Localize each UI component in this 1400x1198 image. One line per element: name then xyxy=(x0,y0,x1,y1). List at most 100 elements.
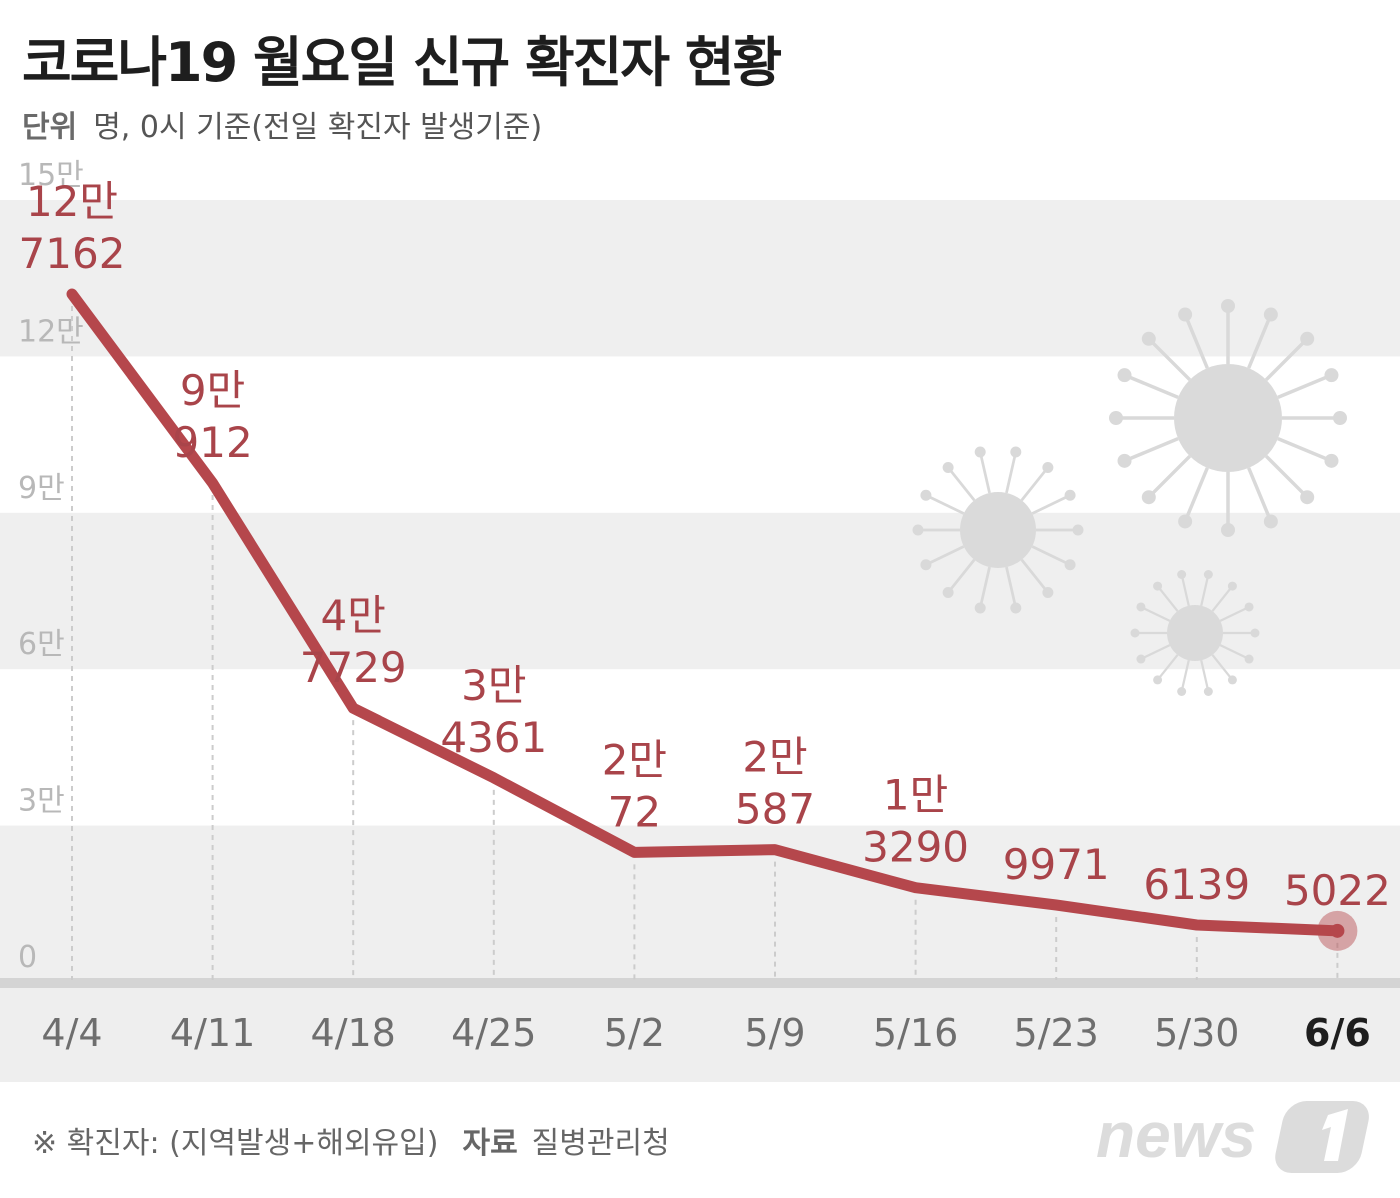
virus-icon-large-spike-tip xyxy=(1141,490,1156,505)
virus-icon-small-spike-tip xyxy=(1250,628,1260,638)
virus-icon-large-spike-tip xyxy=(1263,514,1278,529)
y-tick-label: 0 xyxy=(18,940,37,975)
virus-icon-medium-spike-tip xyxy=(942,461,954,473)
virus-icon-large-spike xyxy=(1277,437,1333,463)
virus-icon-small-spike-tip xyxy=(1177,570,1187,580)
data-label: 9971 xyxy=(1003,840,1110,889)
virus-icon-large-spike-tip xyxy=(1333,411,1347,425)
data-label: 1만 xyxy=(883,771,948,820)
virus-icon-medium-spike xyxy=(1005,566,1018,609)
virus-icon-medium-spike-tip xyxy=(974,446,986,458)
virus-icon-large-spike-tip xyxy=(1324,453,1339,468)
virus-icon-small-spike xyxy=(1211,585,1234,612)
y-tick-label: 6만 xyxy=(18,627,65,662)
x-tick-label: 5/30 xyxy=(1154,1011,1239,1055)
data-label: 12만 xyxy=(26,177,118,226)
y-tick-label: 9만 xyxy=(18,471,65,506)
virus-icon-medium-spike-tip xyxy=(942,587,954,599)
unit-text: 명, 0시 기준(전일 확진자 발생기준) xyxy=(93,110,543,145)
virus-icon-large-spike xyxy=(1147,337,1192,382)
virus-icon-large-spike xyxy=(1247,467,1273,523)
data-label: 3만 xyxy=(461,661,526,710)
x-tick-label: 5/16 xyxy=(873,1011,958,1055)
chart-subtitle: 단위 명, 0시 기준(전일 확진자 발생기준) xyxy=(22,102,542,146)
virus-icon-small-spike xyxy=(1219,605,1250,622)
data-label: 2만 xyxy=(602,735,667,784)
news1-logo: news xyxy=(1096,1099,1369,1173)
virus-icon-large-spike-tip xyxy=(1221,523,1235,537)
virus-decoration xyxy=(912,299,1347,696)
virus-icon-large-spike-tip xyxy=(1300,331,1315,346)
virus-icon-large-spike-tip xyxy=(1117,453,1132,468)
footer-note: ※ 확진자: (지역발생+해외유입) 자료 질병관리청 xyxy=(32,1118,670,1162)
source-value: 질병관리청 xyxy=(531,1126,670,1161)
virus-icon-small-spike-tip xyxy=(1153,675,1163,685)
virus-icon-small-spike-tip xyxy=(1227,581,1237,591)
virus-icon-medium-body xyxy=(960,492,1036,568)
x-tick-labels: 4/4 4/11 4/18 4/25 5/2 5/9 5/16 5/23 5/30 6/6 xyxy=(41,1011,1370,1055)
data-label: 4361 xyxy=(440,713,547,762)
virus-icon-small-spike xyxy=(1140,644,1171,661)
virus-icon-large-spike xyxy=(1183,467,1209,523)
x-tick-label: 4/4 xyxy=(41,1011,102,1055)
virus-icon-large-spike xyxy=(1277,373,1333,399)
virus-icon-small-spike xyxy=(1156,654,1179,681)
virus-icon-small-spike xyxy=(1219,644,1250,661)
virus-icon-large-spike xyxy=(1183,313,1209,369)
logo-one-glyph xyxy=(1322,1109,1348,1161)
virus-icon-medium-spike xyxy=(1005,451,1018,494)
virus-icon-large-spike xyxy=(1264,337,1309,382)
y-tick-label: 3만 xyxy=(18,784,65,819)
virus-icon-large-spike-tip xyxy=(1109,411,1123,425)
virus-icon-medium-spike-tip xyxy=(1010,446,1022,458)
virus-icon-small-spike xyxy=(1200,574,1210,606)
data-label: 7162 xyxy=(19,229,126,278)
virus-icon-medium-spike-tip xyxy=(1064,559,1076,571)
virus-icon-large-spike-tip xyxy=(1178,307,1193,322)
virus-icon-medium-spike-tip xyxy=(974,602,986,614)
y-tick-label: 12만 xyxy=(18,314,84,349)
virus-icon-small-spike-tip xyxy=(1227,675,1237,685)
virus-icon-large-spike xyxy=(1264,454,1309,499)
data-label: 6139 xyxy=(1143,860,1250,909)
data-label: 4만 xyxy=(321,591,386,640)
data-label: 7729 xyxy=(300,643,407,692)
virus-icon-small-spike-tip xyxy=(1136,602,1146,612)
data-label: 9만 xyxy=(180,366,245,415)
virus-icon-small-spike xyxy=(1180,574,1190,606)
virus-icon-small-spike-tip xyxy=(1244,654,1254,664)
virus-icon-small xyxy=(1130,570,1260,696)
virus-icon-medium-spike-tip xyxy=(1072,524,1084,536)
data-label: 587 xyxy=(735,785,815,834)
virus-icon-large-spike xyxy=(1147,454,1192,499)
virus-icon-large-spike-tip xyxy=(1300,490,1315,505)
virus-icon-large-spike-tip xyxy=(1141,331,1156,346)
virus-icon-medium-spike xyxy=(1031,494,1071,515)
x-guide-lines xyxy=(71,306,1339,980)
x-tick-label: 5/2 xyxy=(604,1011,665,1055)
x-axis-band-bg xyxy=(0,988,1400,1082)
virus-icon-small-spike-tip xyxy=(1203,570,1213,580)
virus-icon-small-spike xyxy=(1211,654,1234,681)
y-tick-labels: 0 3만 6만 9만 12만 15만 xyxy=(18,158,84,975)
highlight-point xyxy=(1330,923,1345,938)
virus-icon-small-body xyxy=(1167,605,1223,661)
virus-icon-small-spike xyxy=(1200,660,1210,692)
x-tick-label: 4/11 xyxy=(170,1011,255,1055)
x-tick-label: 4/18 xyxy=(311,1011,396,1055)
virus-icon-medium-spike xyxy=(1031,545,1071,566)
virus-icon-medium-spike xyxy=(947,466,976,502)
virus-icon-medium-spike-tip xyxy=(920,489,932,501)
virus-icon-large-spike-tip xyxy=(1263,307,1278,322)
virus-icon-medium-spike-tip xyxy=(912,524,924,536)
virus-icon-large xyxy=(1109,299,1347,537)
virus-icon-medium-spike xyxy=(1020,558,1049,594)
virus-icon-small-spike-tip xyxy=(1177,686,1187,696)
logo-badge xyxy=(1275,1101,1369,1173)
data-label: 5022 xyxy=(1284,866,1391,915)
data-label: 72 xyxy=(608,787,661,836)
virus-icon-medium-spike-tip xyxy=(1010,602,1022,614)
virus-icon-medium-spike xyxy=(978,566,991,609)
